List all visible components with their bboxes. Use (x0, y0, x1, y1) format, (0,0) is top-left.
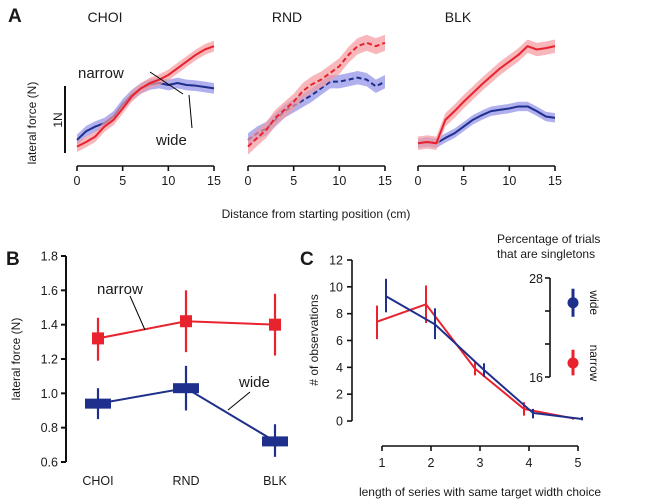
line-wide (385, 295, 583, 420)
category-label-blk: BLK (263, 474, 287, 488)
annotation-narrow-b: narrow (97, 281, 143, 298)
y-tick-label: 1.4 (41, 318, 58, 332)
x-tick-label: 0 (74, 174, 81, 188)
inset-marker-wide (567, 297, 579, 309)
marker-narrow (180, 315, 192, 328)
x-tick-label: 4 (526, 456, 533, 470)
panel-b-ylabel: lateral force (N) (9, 318, 23, 401)
y-tick-label: 0.6 (41, 456, 58, 470)
panel-label-a: A (8, 6, 22, 27)
category-label-rnd: RND (172, 474, 199, 488)
x-tick-label: 0 (245, 174, 252, 188)
y-tick-label: 0.8 (41, 421, 58, 435)
scale-bar-label: 1N (51, 112, 65, 127)
marker-narrow (269, 318, 281, 331)
subplot-title-blk: BLK (445, 9, 472, 25)
x-tick-label: 5 (290, 174, 297, 188)
y-tick-label: 1.2 (41, 353, 58, 367)
subplot-title-rnd: RND (272, 9, 302, 25)
inset-title-line1: Percentage of trials (497, 232, 600, 246)
marker-wide (85, 398, 111, 409)
y-tick-label: 8 (336, 307, 343, 321)
subplot-title-choi: CHOI (88, 9, 123, 25)
marker-wide (173, 383, 199, 394)
y-tick-label: 6 (336, 334, 343, 348)
panel-c-xlabel: length of series with same target width … (359, 485, 601, 499)
leader-wide-a (188, 94, 193, 129)
x-tick-label: 5 (575, 456, 582, 470)
x-tick-label: 2 (428, 456, 435, 470)
leader-narrow-b (129, 295, 146, 331)
inset-tick-label-28: 28 (529, 272, 543, 286)
y-tick-label: 4 (336, 361, 343, 375)
inset-marker-narrow (567, 357, 579, 369)
panel-c-ylabel: # of observations (307, 294, 321, 385)
line-narrow-rnd (247, 41, 386, 148)
panel-a-ylabel: lateral force (N) (25, 82, 39, 165)
inset-title-line2: that are singletons (497, 247, 595, 261)
x-tick-label: 15 (548, 174, 562, 188)
annotation-wide-a: wide (155, 132, 187, 149)
panel-a-xlabel: Distance from starting position (cm) (222, 207, 411, 221)
leader-narrow-a (149, 71, 184, 95)
x-tick-label: 0 (415, 174, 422, 188)
x-tick-label: 10 (332, 174, 346, 188)
y-tick-label: 1.0 (41, 387, 58, 401)
inset-label-wide: wide (587, 289, 601, 315)
marker-wide (262, 436, 288, 447)
y-tick-label: 0 (336, 415, 343, 429)
x-tick-label: 15 (207, 174, 221, 188)
annotation-wide-b: wide (238, 374, 270, 391)
inset-tick-label-16: 16 (529, 371, 543, 385)
x-tick-label: 10 (502, 174, 516, 188)
category-label-choi: CHOI (82, 474, 113, 488)
band-wide-choi (77, 77, 214, 146)
panel-b: 0.6 0.8 1.0 1.2 1.4 1.6 1.8 CHOI RND BLK (41, 250, 288, 488)
band-narrow-rnd (248, 34, 385, 155)
leader-wide-b (227, 391, 251, 411)
band-wide-blk (418, 101, 555, 148)
marker-narrow (92, 332, 104, 345)
line-narrow-choi (76, 45, 215, 148)
panel-a: CHOI 0 5 10 15 RND 0 5 10 15 BLK 0 5 10 15 (64, 9, 562, 188)
y-tick-label: 1.6 (41, 284, 58, 298)
y-tick-label: 10 (329, 280, 343, 294)
inset-label-narrow: narrow (587, 345, 601, 382)
line-narrow-blk (417, 45, 556, 145)
panel-label-b: B (6, 249, 20, 270)
x-tick-label: 15 (378, 174, 392, 188)
x-tick-label: 1 (379, 456, 386, 470)
line-wide-blk (417, 105, 556, 145)
x-tick-label: 10 (161, 174, 175, 188)
y-tick-label: 12 (329, 254, 343, 268)
panel-label-c: C (300, 249, 314, 270)
y-tick-label: 2 (336, 388, 343, 402)
x-tick-label: 3 (477, 456, 484, 470)
band-narrow-blk (418, 39, 555, 151)
band-narrow-choi (77, 40, 214, 153)
y-tick-label: 1.8 (41, 250, 58, 264)
x-tick-label: 5 (460, 174, 467, 188)
x-tick-label: 5 (119, 174, 126, 188)
annotation-narrow-a: narrow (78, 65, 124, 82)
